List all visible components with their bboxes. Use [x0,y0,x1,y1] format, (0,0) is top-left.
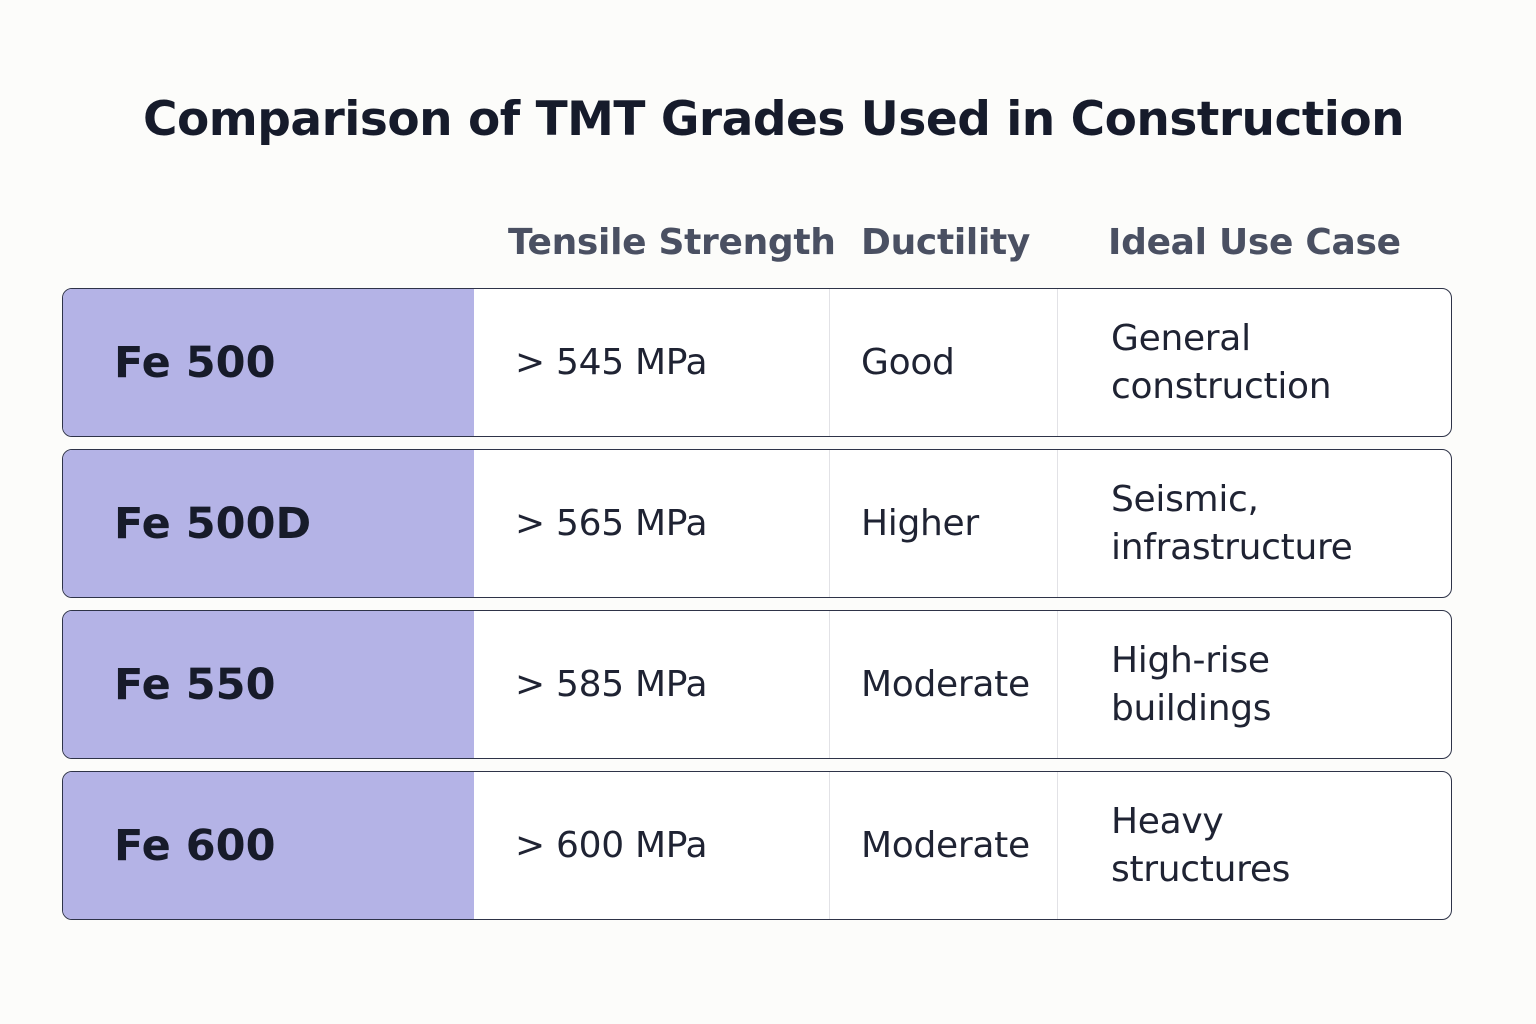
use-case-line: General [1111,317,1251,359]
use-case-line: buildings [1111,687,1272,729]
tensile-strength-cell: > 585 MPa [474,611,830,758]
tensile-strength-cell: > 600 MPa [474,772,830,919]
ductility-cell: Good [830,289,1058,436]
grades-table: Fe 500 > 545 MPa Good General constructi… [62,288,1452,920]
chart-title: Comparison of TMT Grades Used in Constru… [143,92,1405,147]
use-case-line: structures [1111,848,1291,890]
tensile-strength-cell: > 545 MPa [474,289,830,436]
use-case-cell: High-rise buildings [1058,611,1451,758]
ductility-cell: Moderate [830,611,1058,758]
use-case-line: High-rise [1111,639,1270,681]
grade-cell: Fe 600 [63,772,474,919]
use-case-cell: Seismic, infrastructure [1058,450,1451,597]
table-row: Fe 500D > 565 MPa Higher Seismic, infras… [62,449,1452,598]
use-case-line: Seismic, [1111,478,1259,520]
table-row: Fe 600 > 600 MPa Moderate Heavy structur… [62,771,1452,920]
use-case-cell: Heavy structures [1058,772,1451,919]
use-case-line: Heavy [1111,800,1224,842]
grade-cell: Fe 500 [63,289,474,436]
table-row: Fe 500 > 545 MPa Good General constructi… [62,288,1452,437]
column-header-ideal-use-case: Ideal Use Case [1108,222,1401,263]
column-header-ductility: Ductility [861,222,1031,263]
column-header-tensile-strength: Tensile Strength [508,222,836,263]
ductility-cell: Higher [830,450,1058,597]
grade-cell: Fe 500D [63,450,474,597]
ductility-cell: Moderate [830,772,1058,919]
grade-cell: Fe 550 [63,611,474,758]
use-case-line: construction [1111,365,1332,407]
table-row: Fe 550 > 585 MPa Moderate High-rise buil… [62,610,1452,759]
use-case-line: infrastructure [1111,526,1353,568]
use-case-cell: General construction [1058,289,1451,436]
tensile-strength-cell: > 565 MPa [474,450,830,597]
